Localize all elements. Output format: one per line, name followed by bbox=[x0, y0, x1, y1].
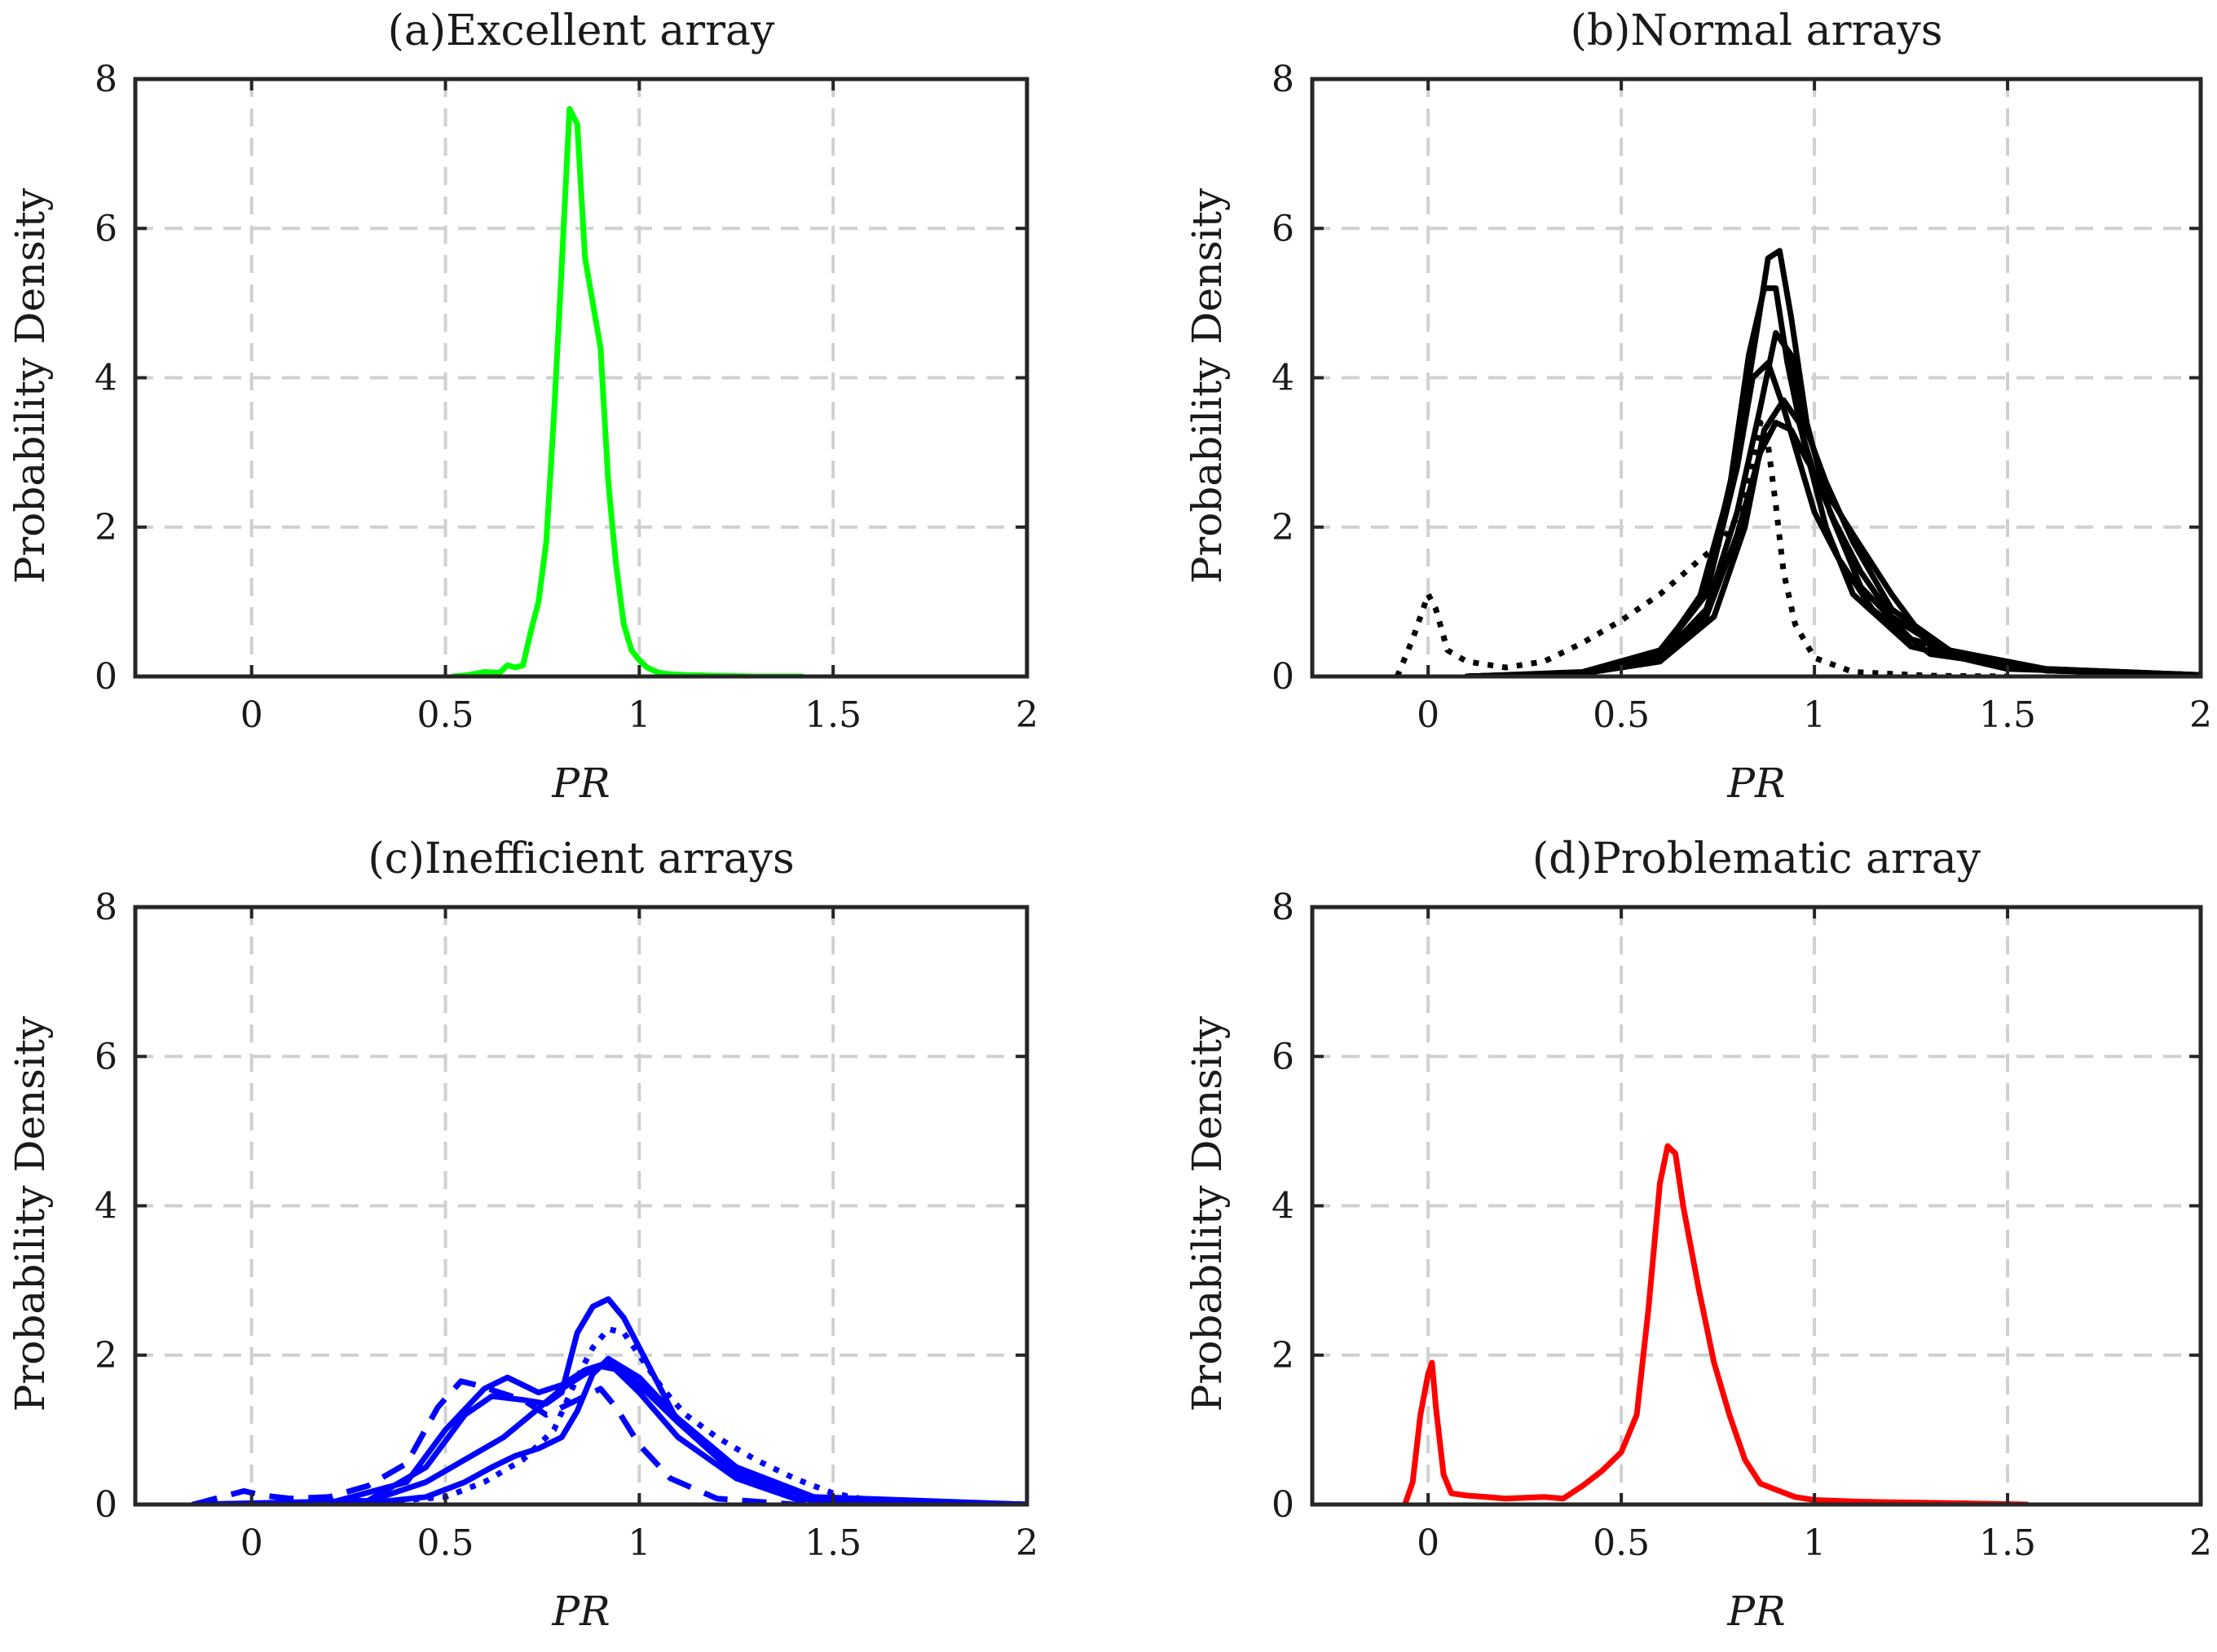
x-tick-label: 0.5 bbox=[1593, 694, 1650, 736]
x-tick-label: 1.5 bbox=[804, 694, 862, 736]
y-tick-label: 0 bbox=[95, 656, 117, 698]
x-tick-label: 2 bbox=[1016, 694, 1038, 736]
panel-d: 0 0.5 1 1.5 2 0 2 4 6 8 (d)Problematic array PR Prob… bbox=[1183, 835, 2212, 1635]
y-tick-label: 4 bbox=[95, 358, 117, 399]
series-line bbox=[1464, 285, 2201, 676]
x-tick-label: 1 bbox=[1803, 1522, 1826, 1564]
series-line bbox=[1464, 397, 2201, 676]
y-tick-label: 8 bbox=[1272, 887, 1294, 928]
x-tick-label: 1.5 bbox=[1979, 1522, 2036, 1564]
x-tick-label: 1 bbox=[628, 1522, 650, 1564]
x-tick-label: 1.5 bbox=[1979, 694, 2036, 736]
series-line bbox=[190, 1363, 1027, 1504]
x-tick-label: 0.5 bbox=[417, 1522, 474, 1564]
panel-title: (a)Excellent array bbox=[388, 7, 775, 55]
series-line bbox=[1395, 420, 2008, 676]
x-tick-label: 0 bbox=[1417, 694, 1439, 736]
y-tick-label: 4 bbox=[95, 1186, 117, 1227]
y-tick-label: 8 bbox=[95, 59, 117, 100]
y-tick-label: 4 bbox=[1272, 358, 1294, 399]
x-tick-label: 2 bbox=[1016, 1522, 1038, 1564]
y-axis-label: Probability Density bbox=[1183, 187, 1231, 584]
series-line bbox=[190, 1359, 1027, 1504]
y-axis-label: Probability Density bbox=[7, 1015, 54, 1412]
series-line bbox=[1464, 359, 2201, 676]
panel-title: (d)Problematic array bbox=[1532, 835, 1981, 883]
series-line bbox=[450, 106, 805, 676]
y-tick-label: 6 bbox=[95, 1036, 117, 1077]
y-tick-label: 2 bbox=[95, 1335, 117, 1377]
panel-b: 0 0.5 1 1.5 2 0 2 4 6 8 (b)Normal arrays PR Probabil… bbox=[1183, 7, 2212, 807]
x-axis-label: PR bbox=[551, 760, 610, 807]
y-tick-label: 0 bbox=[1272, 1484, 1294, 1526]
series-group bbox=[1395, 248, 2201, 676]
x-tick-label: 2 bbox=[2189, 694, 2212, 736]
x-tick-label: 2 bbox=[2189, 1522, 2212, 1564]
panel-title: (b)Normal arrays bbox=[1571, 7, 1943, 55]
y-tick-label: 6 bbox=[95, 208, 117, 249]
y-tick-label: 2 bbox=[1272, 507, 1294, 548]
panel-a: 0 0.5 1 1.5 2 0 2 4 6 8 (a)Excellent array PR Probab… bbox=[7, 7, 1038, 807]
y-tick-label: 4 bbox=[1272, 1186, 1294, 1227]
x-tick-label: 0.5 bbox=[417, 694, 474, 736]
x-axis-label: PR bbox=[1726, 1588, 1785, 1635]
y-tick-label: 6 bbox=[1272, 208, 1294, 249]
x-axis-label: PR bbox=[1726, 760, 1785, 807]
series-group bbox=[190, 1296, 1027, 1504]
y-tick-label: 8 bbox=[1272, 59, 1294, 100]
y-axis-label: Probability Density bbox=[1183, 1015, 1231, 1412]
x-tick-label: 0 bbox=[1417, 1522, 1439, 1564]
y-tick-label: 8 bbox=[95, 887, 117, 928]
x-tick-label: 0 bbox=[240, 1522, 263, 1564]
x-tick-label: 0 bbox=[240, 694, 263, 736]
y-axis-label: Probability Density bbox=[7, 187, 54, 584]
y-tick-label: 2 bbox=[95, 507, 117, 548]
series-line bbox=[1464, 330, 2201, 676]
series-line bbox=[1402, 1143, 2030, 1504]
series-line bbox=[192, 1378, 1027, 1504]
x-tick-label: 1 bbox=[628, 694, 650, 736]
series-group bbox=[1402, 1143, 2030, 1504]
series-line bbox=[1464, 248, 2201, 676]
x-tick-label: 0.5 bbox=[1593, 1522, 1650, 1564]
y-tick-label: 0 bbox=[95, 1484, 117, 1526]
series-group bbox=[450, 106, 805, 676]
y-tick-label: 6 bbox=[1272, 1036, 1294, 1077]
x-axis-label: PR bbox=[551, 1588, 610, 1635]
x-tick-label: 1.5 bbox=[804, 1522, 862, 1564]
y-tick-label: 0 bbox=[1272, 656, 1294, 698]
x-tick-label: 1 bbox=[1803, 694, 1826, 736]
panel-c: 0 0.5 1 1.5 2 0 2 4 6 8 (c)Inefficient arrays PR Pro… bbox=[7, 835, 1038, 1635]
y-tick-label: 2 bbox=[1272, 1335, 1294, 1377]
panel-title: (c)Inefficient arrays bbox=[368, 835, 794, 883]
series-line bbox=[190, 1355, 1027, 1504]
